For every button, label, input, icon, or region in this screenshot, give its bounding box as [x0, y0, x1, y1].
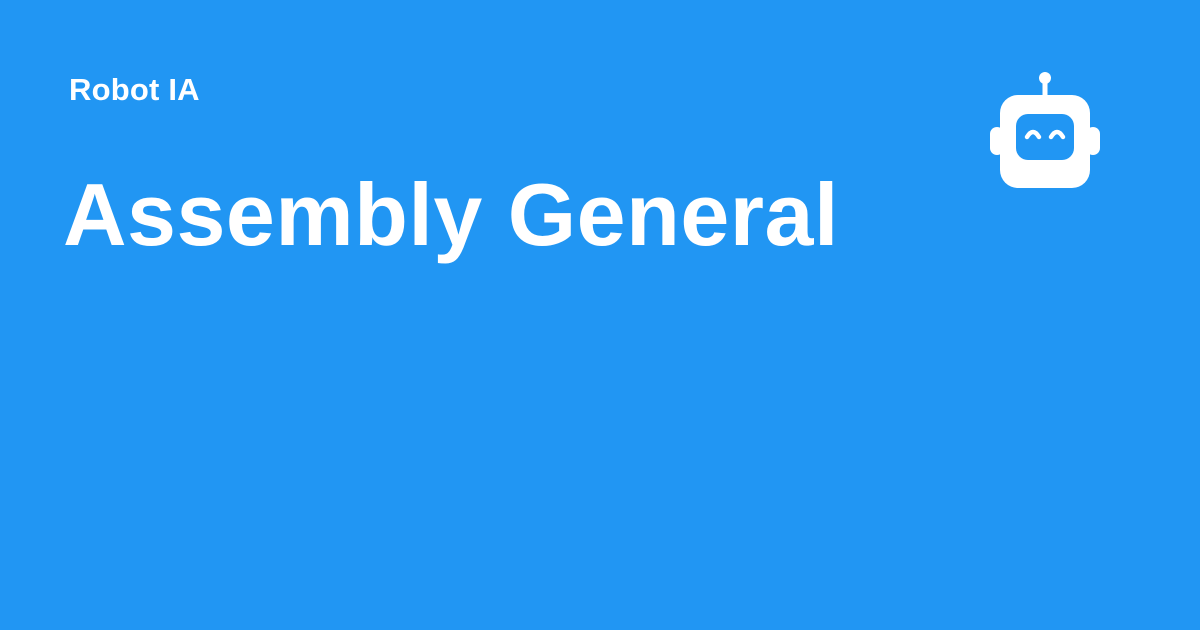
page-title: Assembly General: [63, 165, 839, 264]
brand-name: Robot IA: [69, 72, 200, 107]
robot-face-icon: [990, 72, 1100, 190]
